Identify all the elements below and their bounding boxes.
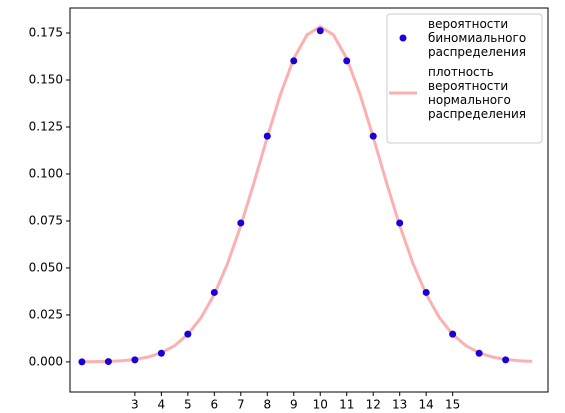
x-tick-label: 4	[158, 398, 166, 412]
x-tick-label: 6	[211, 398, 219, 412]
y-tick-label: 0.050	[29, 260, 63, 274]
legend-box	[386, 13, 543, 144]
point	[369, 132, 377, 140]
point	[104, 358, 112, 366]
y-tick-label: 0.075	[29, 213, 63, 227]
legend-label: плотность вероятности нормального распредел…	[428, 65, 526, 121]
point	[396, 219, 404, 227]
x-tick-label: 14	[419, 398, 434, 412]
point	[210, 288, 218, 296]
plot-frame	[69, 7, 549, 393]
point	[184, 330, 192, 338]
y-tick-label: 0.000	[29, 354, 63, 368]
y-tick-label: 0.150	[29, 72, 63, 86]
point	[78, 358, 86, 366]
x-tick-label: 3	[131, 398, 139, 412]
point	[157, 349, 165, 357]
point	[422, 288, 430, 296]
point	[449, 330, 457, 338]
x-tick-label: 5	[184, 398, 192, 412]
x-tick-label: 11	[339, 398, 354, 412]
y-tick-label: 0.175	[29, 25, 63, 39]
point	[131, 356, 139, 364]
x-tick-label: 8	[263, 398, 271, 412]
point	[343, 57, 351, 65]
x-tick-label: 9	[290, 398, 298, 412]
point	[237, 219, 245, 227]
point	[475, 349, 483, 357]
y-tick-label: 0.025	[29, 307, 63, 321]
point	[290, 57, 298, 65]
y-tick-label: 0.100	[29, 166, 63, 180]
x-tick-label: 10	[313, 398, 328, 412]
legend-marker	[399, 34, 407, 42]
point	[502, 356, 510, 364]
legend-label: вероятности биномиального распределения	[428, 17, 526, 59]
x-tick-label: 15	[445, 398, 460, 412]
x-tick-label: 13	[392, 398, 407, 412]
point	[263, 132, 271, 140]
x-tick-label: 12	[366, 398, 381, 412]
x-tick-label: 7	[237, 398, 245, 412]
point	[316, 27, 324, 35]
density-line	[81, 24, 533, 364]
y-tick-label: 0.125	[29, 119, 63, 133]
